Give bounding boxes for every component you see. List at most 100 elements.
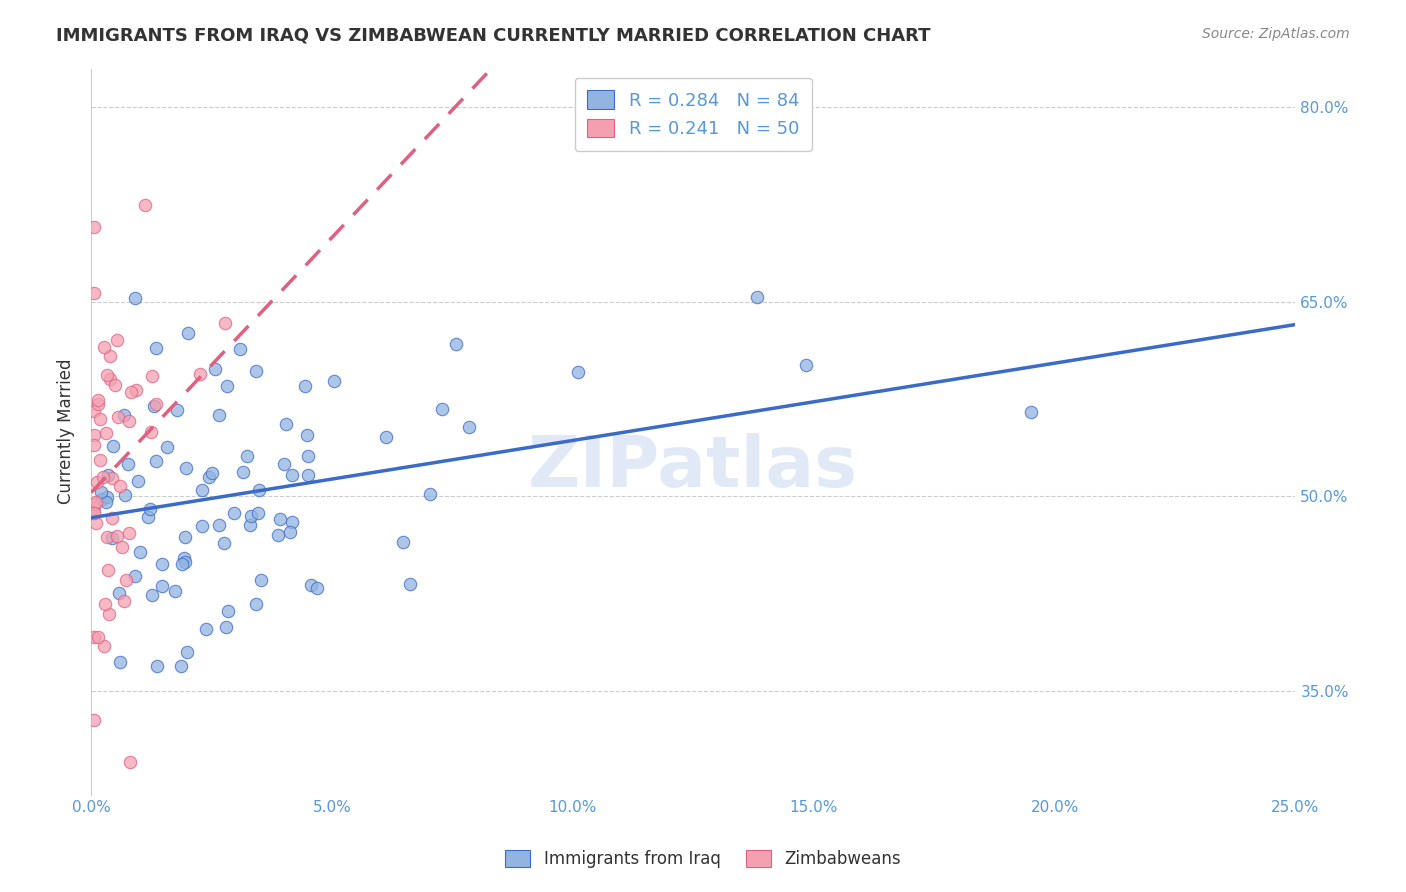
Point — [166, 403, 188, 417]
Point — [118, 756, 141, 770]
Point — [114, 488, 136, 502]
Point — [105, 528, 128, 542]
Point — [83, 438, 105, 452]
Point — [145, 454, 167, 468]
Point — [111, 541, 134, 555]
Point — [141, 368, 163, 383]
Point — [145, 397, 167, 411]
Point — [86, 397, 108, 411]
Point — [96, 491, 118, 505]
Text: IMMIGRANTS FROM IRAQ VS ZIMBABWEAN CURRENTLY MARRIED CORRELATION CHART: IMMIGRANTS FROM IRAQ VS ZIMBABWEAN CURRE… — [56, 27, 931, 45]
Point — [83, 427, 105, 442]
Point — [375, 430, 398, 444]
Point — [124, 569, 146, 583]
Point — [97, 607, 120, 622]
Legend: Immigrants from Iraq, Zimbabweans: Immigrants from Iraq, Zimbabweans — [499, 843, 907, 875]
Point — [83, 630, 105, 644]
Point — [208, 408, 231, 422]
Point — [146, 658, 169, 673]
Point — [93, 597, 115, 611]
Point — [112, 408, 135, 422]
Point — [747, 290, 769, 304]
Point — [240, 508, 263, 523]
Point — [281, 515, 304, 529]
Point — [93, 639, 115, 653]
Point — [215, 620, 238, 634]
Point — [236, 449, 259, 463]
Point — [156, 440, 179, 454]
Point — [278, 525, 301, 540]
Point — [173, 530, 195, 544]
Text: ZIPatlas: ZIPatlas — [529, 434, 859, 502]
Point — [127, 474, 149, 488]
Point — [173, 551, 195, 566]
Point — [108, 479, 131, 493]
Point — [323, 374, 346, 388]
Point — [83, 506, 105, 520]
Point — [125, 383, 148, 397]
Point — [177, 326, 200, 340]
Point — [112, 594, 135, 608]
Text: Source: ZipAtlas.com: Source: ZipAtlas.com — [1202, 27, 1350, 41]
Point — [194, 623, 217, 637]
Point — [212, 536, 235, 550]
Point — [297, 449, 319, 463]
Point — [128, 545, 150, 559]
Point — [84, 516, 107, 530]
Point — [139, 501, 162, 516]
Point — [108, 586, 131, 600]
Point — [229, 343, 252, 357]
Point — [419, 487, 441, 501]
Point — [191, 483, 214, 498]
Point — [83, 713, 105, 727]
Point — [399, 577, 422, 591]
Point — [150, 579, 173, 593]
Point — [273, 457, 295, 471]
Point — [297, 468, 319, 483]
Point — [90, 492, 112, 507]
Point — [391, 534, 413, 549]
Point — [94, 494, 117, 508]
Point — [245, 363, 267, 377]
Point — [100, 510, 122, 524]
Point — [305, 581, 328, 595]
Point — [89, 453, 111, 467]
Point — [110, 655, 132, 669]
Point — [232, 465, 254, 479]
Point — [457, 419, 479, 434]
Point — [118, 526, 141, 541]
Point — [267, 528, 290, 542]
Point — [96, 426, 118, 441]
Point — [86, 631, 108, 645]
Point — [794, 358, 817, 372]
Point — [83, 220, 105, 235]
Point — [446, 336, 468, 351]
Point — [165, 584, 187, 599]
Point — [247, 483, 270, 498]
Point — [567, 365, 589, 379]
Point — [150, 558, 173, 572]
Point — [139, 425, 162, 439]
Point — [101, 439, 124, 453]
Point — [98, 349, 121, 363]
Point — [217, 378, 239, 392]
Point — [91, 469, 114, 483]
Point — [245, 597, 267, 611]
Y-axis label: Currently Married: Currently Married — [58, 359, 75, 504]
Point — [249, 574, 271, 588]
Point — [93, 340, 115, 354]
Point — [170, 659, 193, 673]
Point — [101, 531, 124, 545]
Point — [83, 285, 105, 300]
Point — [188, 368, 211, 382]
Point — [197, 470, 219, 484]
Point — [84, 494, 107, 508]
Point — [190, 518, 212, 533]
Point — [120, 384, 142, 399]
Point — [96, 530, 118, 544]
Point — [134, 198, 156, 212]
Point — [176, 645, 198, 659]
Point — [217, 604, 239, 618]
Point — [101, 471, 124, 485]
Point — [297, 428, 319, 442]
